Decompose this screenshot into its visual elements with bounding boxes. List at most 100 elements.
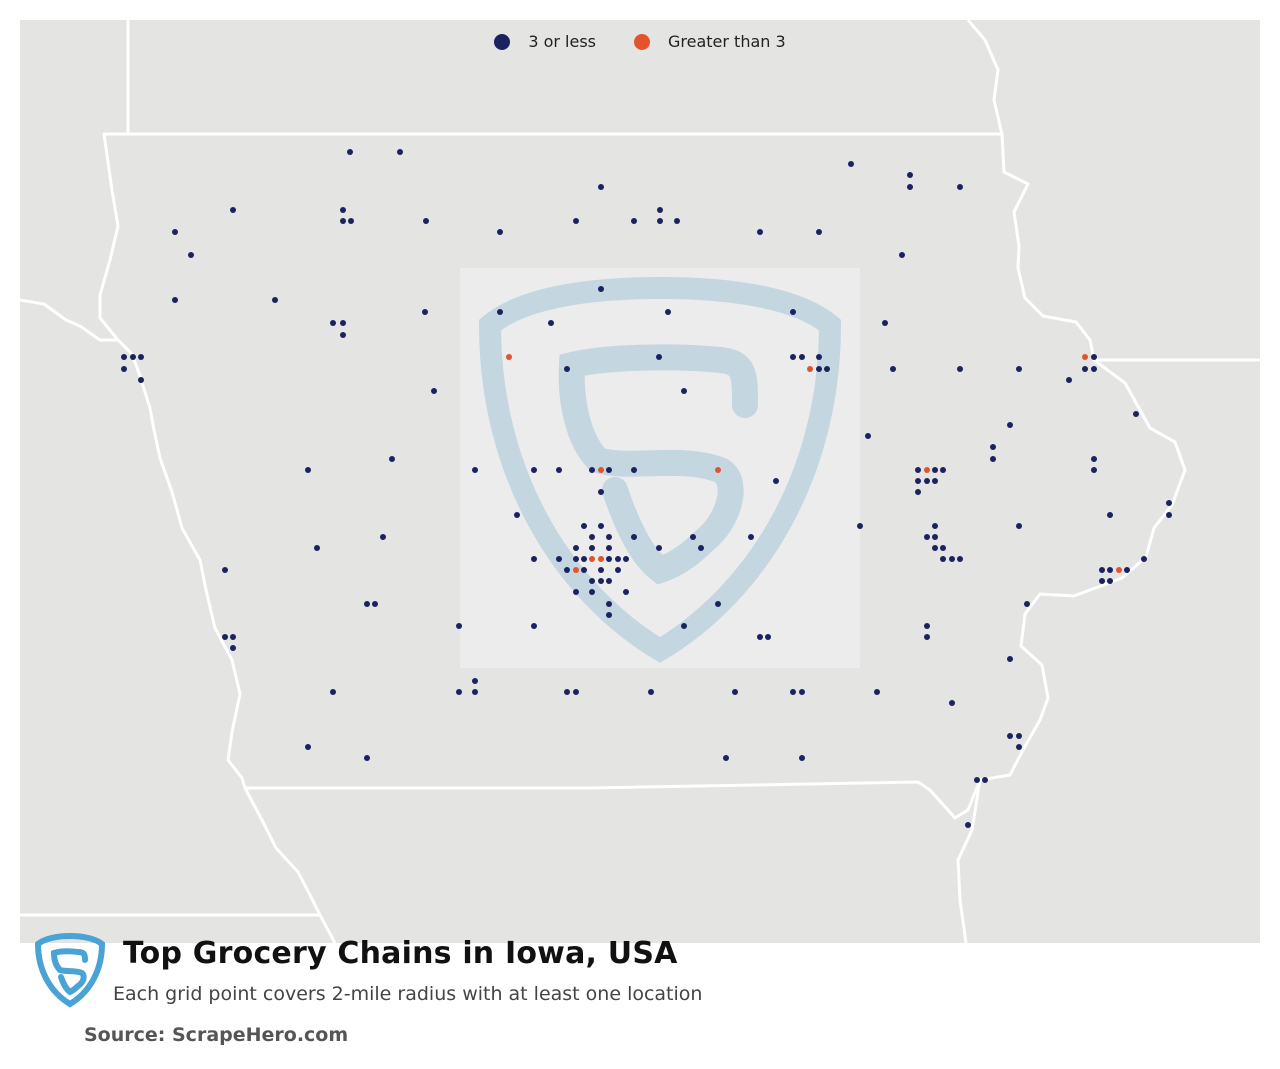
store-point-low — [589, 534, 595, 540]
store-point-low — [606, 556, 612, 562]
store-point-low — [1016, 523, 1022, 529]
store-point-low — [674, 218, 680, 224]
wisconsin-border — [966, 20, 1004, 135]
store-point-low — [1141, 556, 1147, 562]
store-point-low — [1099, 578, 1105, 584]
store-point-low — [330, 320, 336, 326]
store-point-low — [564, 366, 570, 372]
store-point-low — [305, 467, 311, 473]
store-point-low — [130, 354, 136, 360]
store-point-low — [990, 456, 996, 462]
store-point-low — [982, 777, 988, 783]
store-point-low — [949, 556, 955, 562]
store-point-low — [799, 354, 805, 360]
store-point-low — [816, 366, 822, 372]
store-point-low — [138, 354, 144, 360]
store-point-low — [606, 467, 612, 473]
store-point-low — [773, 478, 779, 484]
store-point-low — [1124, 567, 1130, 573]
store-point-low — [330, 689, 336, 695]
store-point-low — [615, 556, 621, 562]
store-point-low — [932, 523, 938, 529]
iowa-border — [98, 132, 1187, 820]
store-point-high — [506, 354, 512, 360]
store-point-high — [573, 567, 579, 573]
store-point-low — [305, 744, 311, 750]
store-point-low — [364, 601, 370, 607]
store-point-high — [598, 556, 604, 562]
store-point-low — [915, 478, 921, 484]
store-point-high — [924, 467, 930, 473]
store-point-low — [924, 623, 930, 629]
store-point-low — [589, 589, 595, 595]
store-point-low — [657, 218, 663, 224]
store-point-low — [623, 556, 629, 562]
store-point-low — [314, 545, 320, 551]
store-point-low — [932, 534, 938, 540]
store-point-low — [606, 545, 612, 551]
map-title: Top Grocery Chains in Iowa, USA — [123, 936, 678, 971]
store-point-low — [715, 601, 721, 607]
store-point-low — [548, 320, 554, 326]
store-point-low — [1007, 422, 1013, 428]
store-point-low — [121, 354, 127, 360]
store-point-low — [790, 689, 796, 695]
store-point-low — [1133, 411, 1139, 417]
store-point-low — [172, 297, 178, 303]
state-borders — [20, 20, 1260, 943]
map-subtitle: Each grid point covers 2-mile radius wit… — [113, 983, 703, 1005]
store-point-low — [230, 645, 236, 651]
store-point-low — [138, 377, 144, 383]
store-point-low — [1091, 366, 1097, 372]
store-point-low — [940, 545, 946, 551]
store-point-low — [924, 634, 930, 640]
store-point-low — [380, 534, 386, 540]
store-point-low — [940, 556, 946, 562]
store-point-low — [364, 755, 370, 761]
store-point-low — [372, 601, 378, 607]
store-point-low — [573, 556, 579, 562]
store-point-low — [656, 354, 662, 360]
store-point-low — [431, 388, 437, 394]
store-point-low — [573, 545, 579, 551]
store-point-low — [915, 489, 921, 495]
store-point-low — [606, 612, 612, 618]
legend-item-high: Greater than 3 — [634, 32, 786, 51]
store-point-low — [573, 589, 579, 595]
store-point-low — [932, 478, 938, 484]
store-point-low — [340, 218, 346, 224]
store-point-low — [606, 601, 612, 607]
store-point-low — [857, 523, 863, 529]
store-point-low — [1007, 656, 1013, 662]
store-point-low — [598, 578, 604, 584]
store-point-low — [1091, 467, 1097, 473]
store-point-low — [389, 456, 395, 462]
store-point-low — [957, 556, 963, 562]
store-point-low — [799, 755, 805, 761]
store-point-low — [790, 309, 796, 315]
store-point-low — [757, 229, 763, 235]
store-point-low — [564, 567, 570, 573]
store-point-low — [623, 589, 629, 595]
store-point-low — [990, 444, 996, 450]
store-point-low — [606, 578, 612, 584]
missouri-south-border — [956, 779, 982, 943]
store-point-low — [657, 207, 663, 213]
legend-item-low: 3 or less — [494, 32, 596, 51]
store-point-low — [230, 634, 236, 640]
store-point-low — [589, 467, 595, 473]
store-point-low — [581, 523, 587, 529]
store-point-low — [598, 567, 604, 573]
store-point-low — [1099, 567, 1105, 573]
store-point-low — [1107, 567, 1113, 573]
scrapehero-logo-icon — [30, 930, 110, 1010]
store-point-low — [882, 320, 888, 326]
store-point-low — [681, 388, 687, 394]
store-point-low — [949, 700, 955, 706]
store-point-low — [121, 366, 127, 372]
store-point-low — [581, 556, 587, 562]
store-point-low — [222, 567, 228, 573]
store-point-low — [799, 689, 805, 695]
store-point-low — [915, 467, 921, 473]
store-point-low — [1016, 744, 1022, 750]
